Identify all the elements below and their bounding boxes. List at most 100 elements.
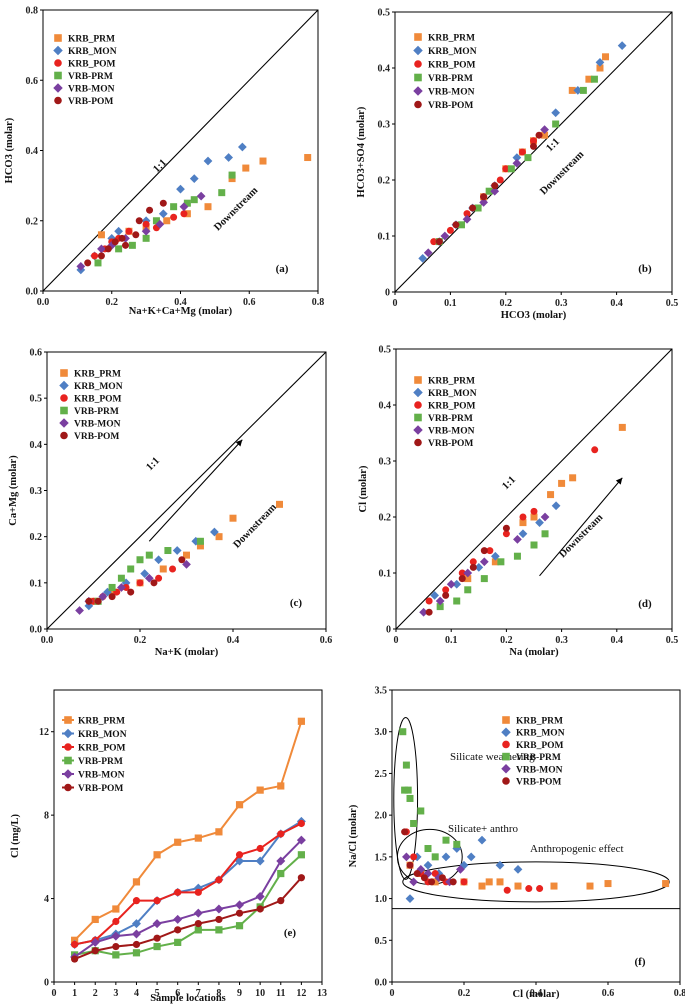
legend-item-vrb-pom: VRB-POM [414, 100, 473, 111]
data-point [172, 546, 182, 555]
data-point [618, 423, 626, 431]
x-tick-label: 10 [255, 988, 265, 999]
data-point [456, 864, 465, 874]
data-point [402, 761, 410, 769]
data-point [75, 606, 84, 615]
data-point [502, 165, 510, 173]
data-point [425, 608, 433, 616]
legend-label: KRB_POM [74, 395, 122, 405]
legend-marker [54, 96, 62, 105]
x-tick-label: 0.8 [674, 988, 685, 999]
x-tick-label: 0.4 [174, 297, 187, 308]
legend-marker [414, 376, 422, 384]
x-tick-label: 0 [52, 988, 57, 999]
data-point [238, 142, 247, 152]
legend-item-vrb-mon: VRB-MON [501, 764, 563, 775]
data-point [108, 593, 116, 601]
legend-item-vrb-prm: VRB-PRM [60, 406, 119, 417]
legend-marker [54, 59, 62, 67]
legend-item-vrb-mon: VRB-MON [62, 769, 125, 781]
data-point [497, 558, 505, 566]
x-tick-label: 0.2 [500, 635, 513, 646]
data-point [591, 446, 599, 454]
legend-label: KRB_MON [516, 729, 565, 739]
data-point [228, 175, 236, 183]
data-point [85, 597, 93, 605]
legend-marker [53, 45, 63, 56]
data-point [131, 929, 141, 939]
data-point [469, 204, 477, 212]
legend-item-vrb-pom: VRB-POM [502, 777, 561, 788]
legend-label: KRB_MON [68, 47, 117, 57]
series-vrb-pom [71, 874, 305, 963]
data-point [449, 878, 457, 886]
panel-label: (f) [635, 956, 646, 968]
legend-marker [502, 716, 510, 724]
data-point [112, 942, 120, 951]
data-point [512, 153, 522, 162]
series-line [74, 839, 303, 958]
data-point [480, 547, 488, 555]
y-tick-label: 0.2 [379, 513, 392, 524]
legend-marker [414, 73, 422, 82]
data-point [174, 888, 182, 896]
data-point [178, 556, 186, 564]
data-point [431, 853, 439, 861]
x-tick-label: 0.3 [555, 635, 568, 646]
data-point [442, 836, 450, 844]
data-point [495, 860, 505, 870]
data-point [541, 530, 549, 538]
data-point [430, 238, 438, 246]
legend: KRB_PRM KRB_MON KRB_POM VRB-PRM VRB-MON VRB-P… [413, 376, 477, 449]
data-point [142, 220, 150, 228]
data-point [132, 940, 141, 949]
data-point [469, 563, 477, 571]
data-point [410, 819, 418, 827]
x-axis-label: HCO3 (molar) [501, 310, 567, 321]
legend-label: VRB-POM [74, 432, 119, 442]
data-point [458, 575, 466, 583]
y-tick-label: 1.5 [375, 852, 388, 863]
legend-label: KRB_MON [78, 730, 127, 740]
x-tick-label: 0.2 [134, 635, 147, 646]
data-point [153, 851, 161, 859]
legend: KRB_PRM KRB_MON KRB_POM VRB-PRM VRB-MON VRB-P… [59, 369, 123, 442]
y-tick-label: 0.4 [26, 146, 39, 157]
data-point [146, 206, 154, 214]
data-point [401, 828, 409, 836]
data-point [111, 931, 121, 941]
y-tick-label: 0.1 [30, 578, 43, 589]
plot-frame [394, 11, 673, 293]
x-tick-label: 0.8 [312, 297, 325, 308]
series-vrb-mon [423, 125, 549, 258]
data-point [474, 563, 484, 572]
legend-marker [60, 406, 68, 415]
data-point [255, 856, 265, 866]
data-point [518, 529, 528, 539]
data-point [132, 231, 140, 239]
y-axis-label: Ca+Mg (molar) [8, 455, 19, 526]
downstream-arrow [148, 439, 243, 542]
data-point [413, 870, 421, 878]
data-point [210, 527, 219, 537]
series-line [73, 720, 303, 941]
legend-item-vrb-prm: VRB-PRM [54, 71, 113, 82]
legend-label: KRB_PRM [78, 717, 125, 727]
legend-item-vrb-prm: VRB-PRM [62, 756, 123, 767]
legend-label: KRB_PRM [428, 377, 475, 387]
data-point [215, 533, 223, 541]
chart-d: 0 0.1 0.2 0.3 0.4 0.5 0 0.1 0.2 0.3 0.4 0.5 Na (mola… [358, 345, 678, 659]
legend-marker [501, 727, 511, 737]
one-to-one-label: 1:1 [144, 455, 162, 473]
data-point [552, 120, 560, 128]
legend-item-krb-prm: KRB_PRM [414, 33, 475, 44]
x-tick-label: 0.1 [444, 298, 457, 309]
y-tick-label: 0.3 [378, 120, 391, 131]
y-tick-label: 0.5 [375, 936, 388, 947]
legend-label: VRB-MON [428, 427, 475, 437]
data-point [176, 184, 185, 194]
legend-label: KRB_MON [428, 389, 477, 399]
data-point [235, 922, 244, 930]
legend-marker [502, 752, 510, 761]
data-point [84, 259, 92, 267]
